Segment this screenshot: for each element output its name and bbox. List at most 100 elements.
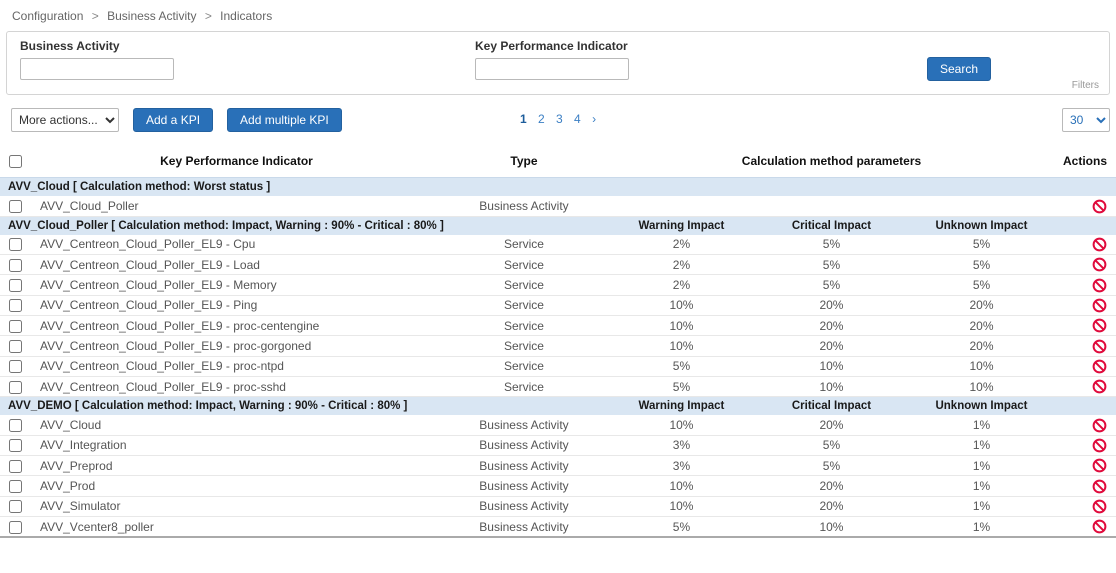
forbidden-icon[interactable] [1092, 519, 1107, 534]
critical-impact-header: Critical Impact [753, 396, 909, 416]
kpi-table-body: AVV_Cloud [ Calculation method: Worst st… [0, 177, 1116, 538]
more-actions-select[interactable]: More actions... [11, 108, 119, 132]
group-title: AVV_Cloud_Poller [ Calculation method: I… [0, 215, 609, 235]
pagination-page-2[interactable]: 2 [537, 112, 545, 126]
kpi-warning-impact: 10% [608, 335, 754, 357]
kpi-row: AVV_Preprod Business Activity 3% 5% 1% [0, 455, 1116, 477]
add-kpi-button[interactable]: Add a KPI [133, 108, 214, 132]
kpi-type: Service [438, 274, 609, 296]
forbidden-icon[interactable] [1092, 339, 1107, 354]
kpi-name[interactable]: AVV_Centreon_Cloud_Poller_EL9 - proc-ntp… [34, 356, 439, 377]
kpi-warning-impact: 10% [608, 415, 754, 436]
kpi-warning-impact: 10% [608, 315, 754, 337]
add-multiple-kpi-button[interactable]: Add multiple KPI [227, 108, 342, 132]
kpi-type: Business Activity [438, 435, 609, 456]
row-checkbox[interactable] [9, 500, 22, 514]
group-actions-spacer [1054, 215, 1116, 235]
row-checkbox[interactable] [9, 520, 22, 534]
kpi-name[interactable]: AVV_Centreon_Cloud_Poller_EL9 - Memory [34, 274, 439, 296]
kpi-unknown-impact: 5% [908, 274, 1054, 296]
forbidden-icon[interactable] [1092, 479, 1107, 494]
kpi-warning-impact: 3% [608, 435, 754, 456]
forbidden-icon[interactable] [1092, 257, 1107, 272]
kpi-warning-impact: 5% [608, 516, 754, 538]
forbidden-icon[interactable] [1092, 359, 1107, 374]
business-activity-input[interactable] [20, 58, 174, 80]
row-checkbox[interactable] [9, 419, 22, 433]
group-header-row: AVV_DEMO [ Calculation method: Impact, W… [0, 396, 1116, 416]
breadcrumb-item-configuration[interactable]: Configuration [12, 9, 84, 23]
row-checkbox[interactable] [9, 380, 22, 394]
kpi-unknown-impact: 1% [908, 475, 1054, 497]
row-checkbox[interactable] [9, 480, 22, 494]
business-activity-label: Business Activity [20, 39, 120, 53]
kpi-unknown-impact: 10% [908, 376, 1054, 398]
pagination-page-4[interactable]: 4 [574, 112, 581, 126]
kpi-name[interactable]: AVV_Preprod [34, 455, 439, 477]
row-checkbox[interactable] [9, 340, 22, 354]
forbidden-icon[interactable] [1092, 458, 1107, 473]
column-header-calc-params: Calculation method parameters [741, 154, 922, 169]
kpi-name[interactable]: AVV_Centreon_Cloud_Poller_EL9 - proc-cen… [34, 315, 439, 337]
kpi-row: AVV_Centreon_Cloud_Poller_EL9 - Load Serv… [0, 254, 1116, 276]
forbidden-icon[interactable] [1092, 278, 1107, 293]
kpi-row: AVV_Centreon_Cloud_Poller_EL9 - Cpu Servi… [0, 234, 1116, 255]
warning-impact-header: Warning Impact [608, 215, 754, 235]
kpi-critical-impact: 20% [753, 295, 909, 316]
kpi-critical-impact: 10% [753, 376, 909, 398]
kpi-critical-impact [753, 196, 909, 217]
select-all-checkbox[interactable] [9, 155, 22, 169]
page-size-select[interactable]: 30 [1062, 108, 1110, 132]
kpi-warning-impact [608, 196, 754, 217]
kpi-name[interactable]: AVV_Cloud [34, 415, 439, 436]
forbidden-icon[interactable] [1092, 499, 1107, 514]
breadcrumb-item-indicators[interactable]: Indicators [220, 9, 273, 23]
kpi-name[interactable]: AVV_Centreon_Cloud_Poller_EL9 - Ping [34, 295, 439, 316]
forbidden-icon[interactable] [1092, 379, 1107, 394]
kpi-name[interactable]: AVV_Simulator [34, 496, 439, 517]
kpi-critical-impact: 20% [753, 475, 909, 497]
forbidden-icon[interactable] [1092, 298, 1107, 313]
breadcrumb-item-business-activity[interactable]: Business Activity [107, 9, 197, 23]
kpi-type: Business Activity [438, 455, 609, 477]
kpi-row: AVV_Centreon_Cloud_Poller_EL9 - proc-cen… [0, 315, 1116, 337]
kpi-name[interactable]: AVV_Centreon_Cloud_Poller_EL9 - proc-ssh… [34, 376, 439, 398]
row-checkbox[interactable] [9, 258, 22, 272]
forbidden-icon[interactable] [1092, 418, 1107, 433]
pagination-next-icon[interactable]: › [592, 112, 597, 126]
kpi-critical-impact: 20% [753, 496, 909, 517]
row-checkbox[interactable] [9, 439, 22, 453]
forbidden-icon[interactable] [1092, 318, 1107, 333]
kpi-warning-impact: 10% [608, 295, 754, 316]
business-activity-field: Business Activity [20, 39, 174, 80]
row-checkbox[interactable] [9, 459, 22, 473]
kpi-type: Service [438, 376, 609, 398]
group-title: AVV_DEMO [ Calculation method: Impact, W… [0, 396, 609, 416]
kpi-name[interactable]: AVV_Centreon_Cloud_Poller_EL9 - Cpu [34, 234, 439, 255]
kpi-name[interactable]: AVV_Vcenter8_poller [34, 516, 439, 538]
kpi-name[interactable]: AVV_Centreon_Cloud_Poller_EL9 - proc-gor… [34, 335, 439, 357]
group-actions-spacer [1054, 396, 1116, 416]
kpi-input[interactable] [475, 58, 629, 80]
pagination-page-3[interactable]: 3 [556, 112, 563, 126]
pagination-page-1-current[interactable]: 1 [519, 112, 527, 126]
row-checkbox[interactable] [9, 238, 22, 252]
row-checkbox[interactable] [9, 360, 22, 374]
forbidden-icon[interactable] [1092, 199, 1107, 214]
kpi-name[interactable]: AVV_Centreon_Cloud_Poller_EL9 - Load [34, 254, 439, 276]
forbidden-icon[interactable] [1092, 237, 1107, 252]
row-checkbox[interactable] [9, 279, 22, 293]
row-checkbox[interactable] [9, 200, 22, 214]
kpi-name[interactable]: AVV_Cloud_Poller [34, 196, 439, 217]
kpi-name[interactable]: AVV_Prod [34, 475, 439, 497]
filters-toggle[interactable]: Filters [1071, 80, 1099, 91]
kpi-critical-impact: 10% [753, 516, 909, 538]
search-button[interactable]: Search [926, 57, 991, 81]
forbidden-icon[interactable] [1092, 438, 1107, 453]
kpi-unknown-impact: 1% [908, 496, 1054, 517]
kpi-name[interactable]: AVV_Integration [34, 435, 439, 456]
row-checkbox[interactable] [9, 319, 22, 333]
row-checkbox[interactable] [9, 299, 22, 313]
kpi-type: Service [438, 356, 609, 377]
kpi-row: AVV_Vcenter8_poller Business Activity 5% 10… [0, 516, 1116, 538]
